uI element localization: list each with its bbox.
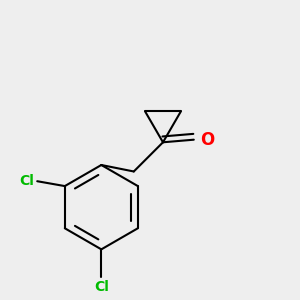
Text: O: O (200, 131, 214, 149)
Text: Cl: Cl (19, 174, 34, 188)
Text: Cl: Cl (94, 280, 109, 294)
